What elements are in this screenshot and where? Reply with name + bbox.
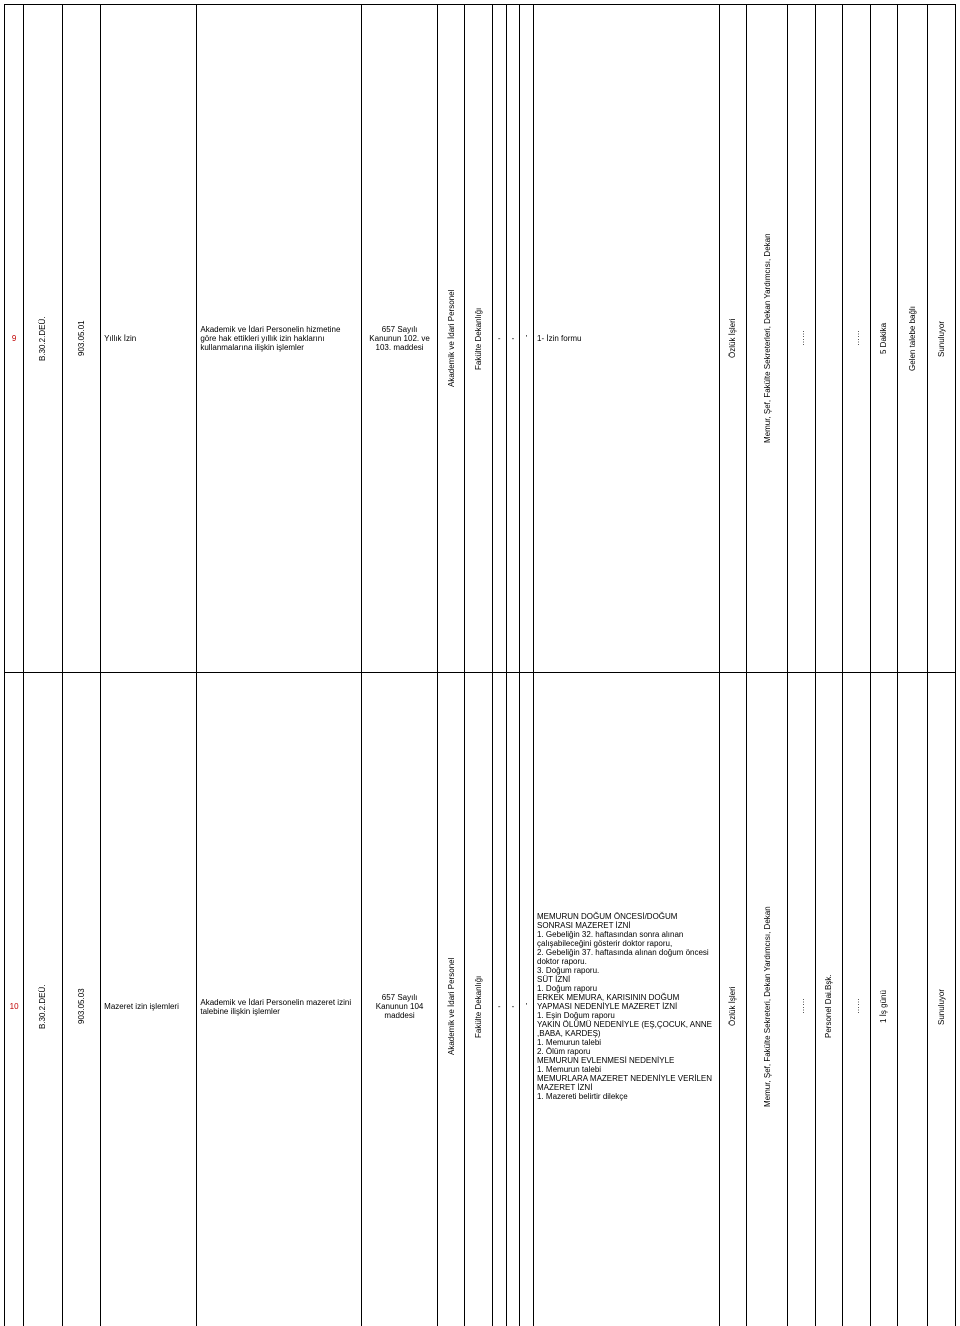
documents: MEMURUN DOĞUM ÖNCESİ/DOĞUM SONRASI MAZER… [534, 673, 720, 1326]
col-v9 [898, 673, 928, 1326]
dash: ' [520, 673, 534, 1326]
law-basis: 657 Sayılı Kanunun 102. ve 103. maddesi [362, 5, 438, 673]
col-v10: Sunuluyor [928, 5, 956, 673]
col-v7: …… [843, 673, 870, 1326]
process-desc: Akademik ve İdari Personelin mazeret izi… [197, 673, 362, 1326]
col-v2: Fakülte Dekanlığı [465, 673, 492, 1326]
dash: - [492, 5, 506, 673]
table-row: 10B.30.2.DEÜ.903.05.03Mazeret izin işlem… [5, 673, 956, 1326]
col-v9: Gelen talebe bağlı [898, 5, 928, 673]
col-v8: 5 Dakika [870, 5, 897, 673]
code-1: B.30.2.DEÜ. [24, 5, 62, 673]
row-number: 9 [5, 5, 24, 673]
col-v5: …… [788, 5, 815, 673]
col-v8: 1 İş günü [870, 673, 897, 1326]
dash: - [506, 5, 520, 673]
col-v4: Memur, Şef, Fakülte Sekreteri, Dekan Yar… [747, 673, 788, 1326]
col-v6: Personel Dai.Bşk. [815, 673, 842, 1326]
dash: - [506, 673, 520, 1326]
col-v5: …… [788, 673, 815, 1326]
col-v1: Akademik ve İdari Personel [437, 5, 464, 673]
row-number: 10 [5, 673, 24, 1326]
law-basis: 657 Sayılı Kanunun 104 maddesi [362, 673, 438, 1326]
col-v3: Özlük İşleri [719, 673, 746, 1326]
col-v1: Akademik ve İdari Personel [437, 673, 464, 1326]
col-v4: Memur, Şef, Fakülte Sekreterleri, Dekan … [747, 5, 788, 673]
process-name: Yıllık İzin [101, 5, 197, 673]
dash: - [492, 673, 506, 1326]
code-2: 903.05.03 [62, 673, 100, 1326]
col-v2: Fakülte Dekanlığı [465, 5, 492, 673]
process-table: 9B.30.2.DEÜ.903.05.01Yıllık İzinAkademik… [4, 4, 956, 1326]
col-v7: …… [843, 5, 870, 673]
dash: ' [520, 5, 534, 673]
process-desc: Akademik ve İdari Personelin hizmetine g… [197, 5, 362, 673]
documents: 1- İzin formu [534, 5, 720, 673]
process-name: Mazeret izin işlemleri [101, 673, 197, 1326]
col-v10: Sunuluyor [928, 673, 956, 1326]
code-2: 903.05.01 [62, 5, 100, 673]
table-row: 9B.30.2.DEÜ.903.05.01Yıllık İzinAkademik… [5, 5, 956, 673]
col-v3: Özlük İşleri [719, 5, 746, 673]
col-v6 [815, 5, 842, 673]
code-1: B.30.2.DEÜ. [24, 673, 62, 1326]
